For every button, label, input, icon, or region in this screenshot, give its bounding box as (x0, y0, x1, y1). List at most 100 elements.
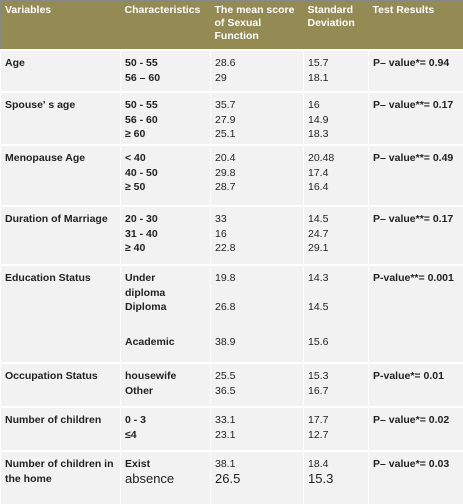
header-cell: Characteristics (120, 0, 211, 50)
mean-item: 23.1 (215, 428, 236, 441)
variable-cell: Spouse' s age (0, 91, 121, 145)
table-row: Number of children in the home Exist absen… (0, 450, 463, 504)
characteristic-item: housewife (125, 370, 177, 382)
sds-cell: 14.3 14.5 15.6 (303, 264, 369, 363)
mean-item: 35.7 (215, 99, 236, 111)
characteristic-item: Diploma (125, 301, 167, 313)
table-body: Age 50 - 55 56 – 60 28.6 29 15.7 18.1 P– value*… (0, 49, 463, 504)
sd-item: 17.7 (308, 414, 329, 426)
sds-cell: 14.5 24.7 29.1 (303, 205, 369, 265)
characteristic-item: 40 - 50 (125, 166, 158, 179)
mean-item: 38.9 (215, 336, 236, 348)
variable-cell: Menopause Age (0, 144, 121, 206)
characteristic-item: < 40 (125, 152, 146, 164)
characteristic-item: ≤4 (125, 428, 137, 441)
sd-item: 15.7 (308, 57, 329, 69)
mean-item: 27.9 (215, 113, 236, 126)
test-cell: P– value*= 0.94 (368, 49, 463, 92)
sd-item: 14.9 (308, 113, 329, 126)
characteristic-item: Academic (125, 336, 175, 348)
mean-item: 25.1 (215, 128, 236, 140)
mean-item: 28.6 (215, 57, 236, 69)
sd-item: 14.3 (308, 272, 329, 284)
mean-item: 36.5 (215, 384, 236, 397)
mean-item: 25.5 (215, 370, 236, 382)
sd-item: 20.48 (308, 152, 335, 164)
means-cell: 20.4 29.8 28.7 (210, 144, 304, 206)
mean-item: 33 (215, 213, 227, 225)
means-cell: 38.1 26.5 (210, 450, 304, 504)
sd-item: 18.1 (308, 71, 329, 84)
characteristic-item: 56 – 60 (125, 71, 161, 84)
characteristic-item: absence (125, 470, 175, 486)
characteristics-cell: Exist absence (120, 450, 211, 504)
sd-item: 29.1 (308, 242, 329, 254)
variable-cell: Duration of Marriage (0, 205, 121, 265)
mean-item: 33.1 (215, 414, 236, 426)
sd-item: 18.4 (308, 458, 329, 470)
sd-item: 18.3 (308, 128, 329, 140)
sds-cell: 15.7 18.1 (303, 49, 369, 92)
characteristic-item: 20 - 30 (125, 213, 158, 225)
means-cell: 35.7 27.9 25.1 (210, 91, 304, 145)
sd-item: 14.5 (308, 213, 329, 225)
means-cell: 19.8 26.8 38.9 (210, 264, 304, 363)
mean-item: 29.8 (215, 166, 236, 179)
characteristic-item: 56 - 60 (125, 113, 158, 126)
test-cell: P– value*= 0.02 (368, 406, 463, 451)
variable-cell: Number of children in the home (0, 450, 121, 504)
table-row: Spouse' s age 50 - 55 56 - 60 ≥ 60 35.7 27.9 2… (0, 91, 463, 145)
variable-cell: Occupation Status (0, 362, 121, 407)
mean-item: 20.4 (215, 152, 236, 164)
sds-cell: 15.3 16.7 (303, 362, 369, 407)
mean-item: 38.1 (215, 458, 236, 470)
table-row: Menopause Age < 40 40 - 50 ≥ 50 20.4 29.8 28.7… (0, 144, 463, 206)
means-cell: 28.6 29 (210, 49, 304, 92)
header-cell: Standard Deviation (303, 0, 369, 50)
characteristic-item: 31 - 40 (125, 227, 158, 240)
table-row: Age 50 - 55 56 – 60 28.6 29 15.7 18.1 P– value*… (0, 49, 463, 92)
mean-item: 26.8 (215, 301, 236, 313)
means-cell: 33 16 22.8 (210, 205, 304, 265)
means-cell: 25.5 36.5 (210, 362, 304, 407)
test-cell: P– value**= 0.17 (368, 91, 463, 145)
test-cell: P-value**= 0.001 (368, 264, 463, 363)
characteristic-item: 0 - 3 (125, 414, 147, 426)
characteristic-item: ≥ 50 (125, 181, 146, 193)
table-row: Education Status Under diploma Diploma Acad… (0, 264, 463, 363)
test-cell: P– value*= 0.03 (368, 450, 463, 504)
sd-item: 24.7 (308, 227, 329, 240)
table-row: Occupation Status housewife Other 25.5 36.5 1… (0, 362, 463, 407)
characteristic-item: 50 - 55 (125, 99, 158, 111)
sd-item: 16 (308, 99, 320, 111)
characteristic-item: Exist (125, 458, 151, 470)
mean-item: 26.5 (215, 470, 241, 486)
variable-cell: Age (0, 49, 121, 92)
characteristics-cell: 20 - 30 31 - 40 ≥ 40 (120, 205, 211, 265)
sds-cell: 20.48 17.4 16.4 (303, 144, 369, 206)
test-cell: P-value*= 0.01 (368, 362, 463, 407)
mean-item: 28.7 (215, 181, 236, 193)
characteristic-item: 50 - 55 (125, 57, 158, 69)
sd-item: 12.7 (308, 428, 329, 441)
characteristic-item: ≥ 60 (125, 128, 146, 140)
sd-item: 16.7 (308, 384, 329, 397)
test-cell: P– value**= 0.49 (368, 144, 463, 206)
mean-item: 29 (215, 71, 227, 84)
characteristics-cell: housewife Other (120, 362, 211, 407)
sd-item: 16.4 (308, 181, 329, 193)
header-cell: The mean score of Sexual Function (210, 0, 304, 50)
sd-item: 15.3 (308, 470, 334, 486)
variable-cell: Education Status (0, 264, 121, 363)
characteristics-cell: Under diploma Diploma Academic (120, 264, 211, 363)
table-row: Duration of Marriage 20 - 30 31 - 40 ≥ 40 33… (0, 205, 463, 265)
sds-cell: 17.7 12.7 (303, 406, 369, 451)
header-cell: Test Results (368, 0, 463, 50)
header-row: Variables Characteristics The mean score o… (0, 0, 463, 50)
sd-item: 15.6 (308, 336, 329, 348)
characteristics-cell: 50 - 55 56 - 60 ≥ 60 (120, 91, 211, 145)
sd-item: 14.5 (308, 301, 329, 313)
mean-item: 19.8 (215, 272, 236, 284)
mean-item: 22.8 (215, 242, 236, 254)
test-cell: P– value**= 0.17 (368, 205, 463, 265)
